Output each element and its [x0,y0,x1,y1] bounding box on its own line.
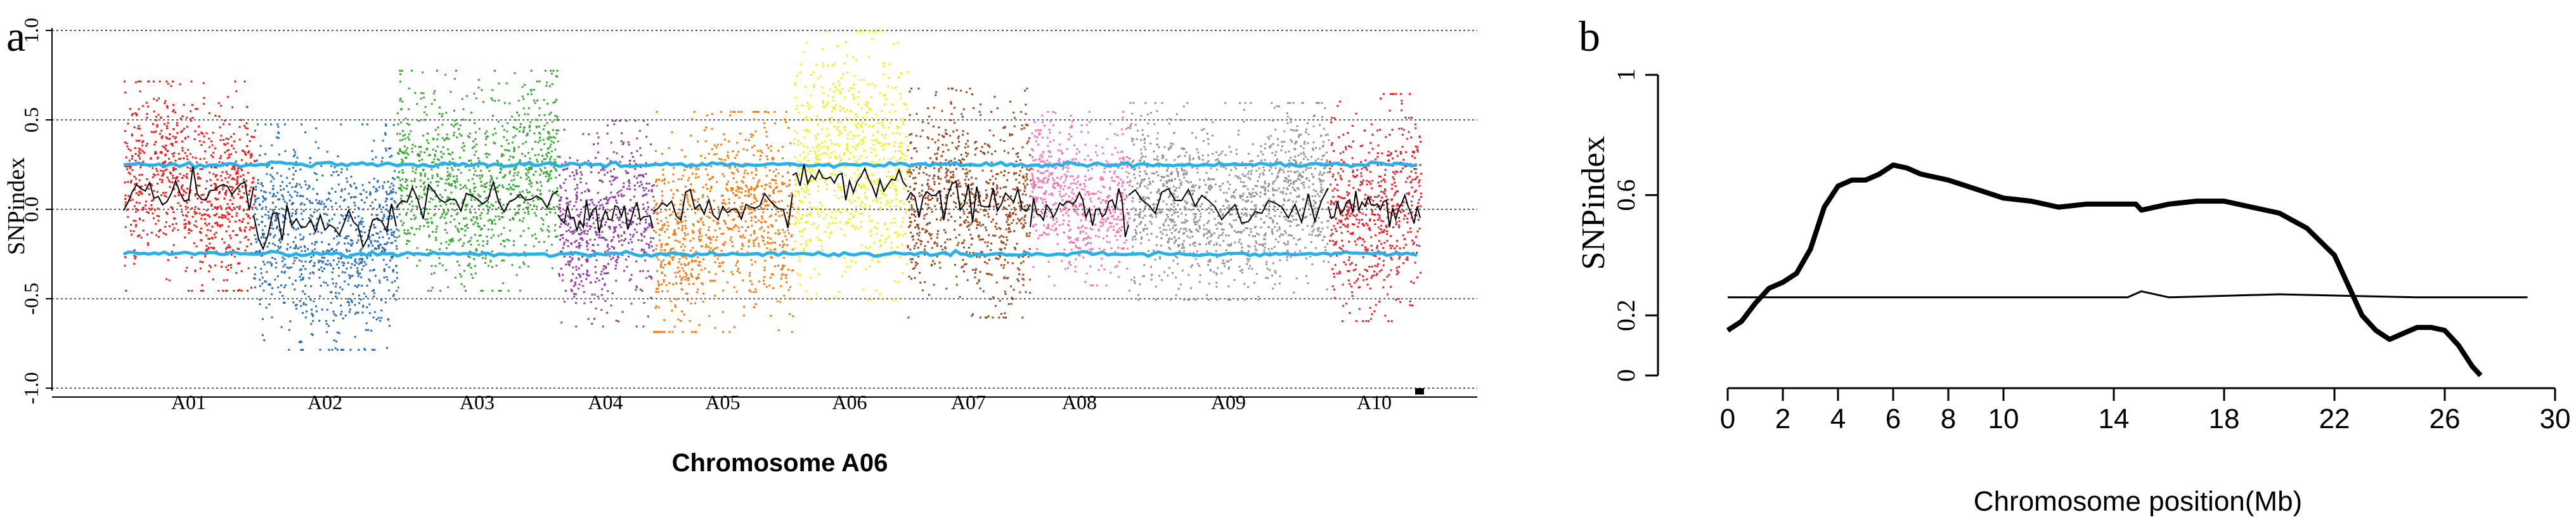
y-tick-label: 0.5 [20,107,42,133]
x-axis-label: Chromosome A06 [672,449,888,477]
x-tick-label: 8 [1941,403,1956,434]
x-tick-label: A02 [307,391,342,414]
threshold-lines [122,160,1418,259]
chromosome-points-A02 [254,123,398,351]
threshold-line [1728,290,2528,299]
panel-a-label: a [6,12,25,60]
y-tick-label: 0.6 [1612,179,1640,211]
mean-line-A10 [1328,191,1421,228]
x-tick-label: A08 [1062,391,1097,414]
x-tick-label: 6 [1886,403,1901,434]
y-tick-label: -0.5 [20,283,42,315]
series-lines [1726,162,2528,377]
chromosome-points-A07 [907,88,1032,319]
mean-line-A05 [652,188,793,228]
x-tick-label: 4 [1830,403,1846,434]
x-axis-label: Chromosome position(Mb) [1974,486,2302,517]
mean-line-A08 [1030,188,1129,237]
genome-wide-snp-index-plot: -1.0-0.50.00.51.0 A01 A02 A03 A04 A05 A06 A07 A… [3,18,1477,477]
y-axis-label: SNPindex [1576,136,1612,270]
x-tick-label: 0 [1720,403,1735,434]
x-tick-label: A03 [460,391,495,414]
panel-b-label: b [1579,12,1600,60]
chromosome-snp-index-plot: 0 0.2 0.6 1 0 2 4 6 8 10 14 18 22 26 30 SNPindex Chro… [1576,69,2570,517]
x-tick-label: 10 [1988,403,2019,434]
chromosome-points-A04 [558,120,655,328]
x-tick-label: 30 [2540,403,2571,434]
x-tick-label: 2 [1775,403,1790,434]
mean-line-A03 [396,179,559,219]
x-tick-label: 22 [2319,403,2350,434]
chromosome-points-A08 [1030,110,1130,287]
axes [51,28,1477,398]
y-tick-label: 0.0 [20,197,42,222]
snp-points [124,30,1422,351]
x-tick-labels: A01 A02 A03 A04 A05 A06 A07 A08 A09 A10 [171,391,1392,414]
y-tick-label: 0 [1612,369,1640,382]
x-tick-label: A09 [1211,391,1246,414]
chromosome-points-A03 [396,70,560,292]
x-tick-label: A05 [705,391,740,414]
chromosome-points-A01 [124,81,256,292]
y-tick-label: -1.0 [20,372,42,405]
x-tick-label: A07 [951,391,986,414]
threshold-line [123,160,1418,170]
mean-line-A07 [906,180,1031,223]
mean-line-A06 [792,164,907,200]
y-tick-labels: -1.0 -0.5 0.0 0.5 1.0 [20,18,52,404]
axes [1657,75,2555,389]
x-tick-labels: 0 2 4 6 8 10 14 18 22 26 30 [1720,388,2571,434]
snp-index-line [1726,162,2483,377]
y-tick-labels: 0 0.2 0.6 1 [1612,69,1658,382]
x-tick-label: 18 [2209,403,2240,434]
y-tick-label: 1 [1612,69,1640,81]
mean-line-A02 [253,204,397,251]
chromosome-points-A06 [793,30,909,301]
y-tick-label: 0.2 [1612,299,1640,331]
end-marker [1415,388,1424,395]
y-axis-label: SNPindex [3,157,30,255]
x-tick-label: A06 [832,391,867,414]
x-tick-label: A10 [1357,391,1392,414]
y-tick-label: 1.0 [20,18,42,43]
chromosome-points-A05 [653,110,794,333]
mean-lines [123,164,1421,251]
threshold-line [122,249,1418,259]
x-tick-label: A01 [171,391,206,414]
mean-line-A09 [1128,187,1329,225]
mean-line-A04 [557,200,654,233]
x-tick-label: 26 [2430,403,2461,434]
x-tick-label: 14 [2099,403,2130,434]
x-tick-label: A04 [588,391,623,414]
mean-line-A01 [123,166,254,211]
